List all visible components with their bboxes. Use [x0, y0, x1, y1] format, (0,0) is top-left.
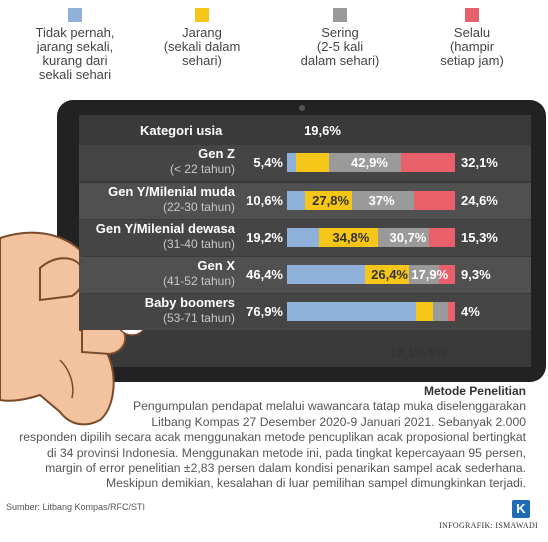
legend-swatch-often: [333, 8, 347, 22]
category-name: Gen Y/Milenial muda: [108, 184, 235, 199]
data-label-rarely: 26,4%: [371, 267, 408, 282]
legend-label-never: Tidak pernah, jarang sekali, kurang dari…: [35, 25, 115, 82]
legend-item-always: Selalu (hampir setiap jam): [422, 8, 522, 68]
bar-segment-always: [413, 191, 455, 210]
data-label-never: 5,4%: [253, 155, 283, 170]
data-label-never: 10,6%: [246, 193, 283, 208]
bar-segment-rarely: [304, 191, 352, 210]
method-title: Metode Penelitian: [423, 384, 526, 398]
data-label-rarely: 27,8%: [312, 193, 350, 208]
legend-item-rarely: Jarang (sekali dalam sehari): [152, 8, 252, 68]
bar-segment-often: [329, 153, 402, 172]
method-line: margin of error penelitian ±2,83 persen …: [6, 461, 526, 476]
bar-segment-rarely: [319, 228, 378, 247]
data-label-always: 4%: [461, 304, 480, 319]
category-name: Gen Y/Milenial dewasa: [95, 221, 235, 236]
bar-segment-never: [287, 228, 320, 247]
bar-segment-often: [433, 302, 449, 321]
kompas-logo: K: [512, 500, 530, 518]
bar-segment-always: [448, 302, 455, 321]
data-label-always: 15,3%: [461, 230, 498, 245]
category-range: (53-71 tahun): [162, 311, 235, 325]
header-value-rarely-genz: 19,6%: [304, 123, 341, 138]
bar-segment-always: [401, 153, 455, 172]
legend-label-often: Sering (2-5 kali dalam sehari): [300, 25, 380, 68]
bar-segment-often: [409, 265, 440, 284]
source-note: Sumber: Litbang Kompas/RFC/STI: [6, 502, 146, 512]
bar-segment-often: [377, 228, 430, 247]
data-label-often: 9%: [428, 345, 447, 360]
method-line: di 34 provinsi Indonesia. Menggunakan me…: [46, 445, 526, 460]
data-label-often: 17,9%: [411, 267, 449, 282]
legend-label-always: Selalu (hampir setiap jam): [440, 25, 504, 68]
category-name: Gen Z: [198, 146, 235, 161]
bar-segment-always: [439, 265, 455, 284]
legend-swatch-never: [68, 8, 82, 22]
bar-segment-rarely: [296, 153, 329, 172]
data-label-rarely: 10,1%: [389, 345, 427, 360]
method-line: Litbang Kompas 27 Desember 2020-9 Januar…: [6, 415, 526, 430]
bar-segment-never: [287, 302, 417, 321]
data-label-often: 30,7%: [389, 230, 427, 245]
legend-label-rarely: Jarang (sekali dalam sehari): [163, 25, 241, 68]
bar-segment-rarely: [364, 265, 410, 284]
data-label-always: 9,3%: [461, 267, 491, 282]
data-label-never: 46,4%: [246, 267, 283, 282]
category-range: (22-30 tahun): [162, 200, 235, 214]
legend-item-never: Tidak pernah, jarang sekali, kurang dari…: [25, 8, 125, 82]
category-range: (< 22 tahun): [169, 162, 235, 176]
method-line-part: Litbang Kompas 27 Desember 2020-9 Januar…: [151, 414, 526, 429]
method-section: Metode Penelitian Pengumpulan pendapat m…: [6, 384, 526, 492]
category-range: (41-52 tahun): [162, 274, 235, 288]
method-line: responden dipilih secara acak menggunaka…: [19, 430, 526, 445]
legend-swatch-always: [465, 8, 479, 22]
tablet-camera: [299, 105, 305, 111]
data-label-often: 42,9%: [351, 155, 388, 170]
method-line: Pengumpulan pendapat melalui wawancara t…: [133, 399, 526, 414]
bar-segment-always: [429, 228, 455, 247]
header-kategori-usia: Kategori usia: [140, 123, 223, 138]
data-label-always: 32,1%: [461, 155, 498, 170]
data-label-never: 19,2%: [246, 230, 283, 245]
method-line: Meskipun demikian, kesalahan di luar pem…: [105, 476, 526, 491]
legend: Tidak pernah, jarang sekali, kurang dari…: [0, 8, 548, 98]
category-name: Baby boomers: [144, 295, 235, 310]
category-range: (31-40 tahun): [162, 237, 235, 251]
bar-segment-rarely: [416, 302, 434, 321]
category-name: Gen X: [197, 258, 235, 273]
method-line-part: margin of error penelitian ±2,83 persen …: [45, 461, 526, 476]
bar-segment-often: [351, 191, 414, 210]
data-label-rarely: 34,8%: [332, 230, 370, 245]
data-label-often: 37%: [368, 193, 395, 208]
legend-item-often: Sering (2-5 kali dalam sehari): [290, 8, 390, 68]
bar-segment-never: [287, 191, 305, 210]
data-label-never: 76,9%: [246, 304, 283, 319]
data-label-always: 24,6%: [461, 193, 498, 208]
bar-segment-never: [287, 265, 365, 284]
bar-segment-never: [287, 153, 297, 172]
infographic-credit: INFOGRAFIK: ISMAWADI: [439, 521, 538, 530]
legend-swatch-rarely: [195, 8, 209, 22]
